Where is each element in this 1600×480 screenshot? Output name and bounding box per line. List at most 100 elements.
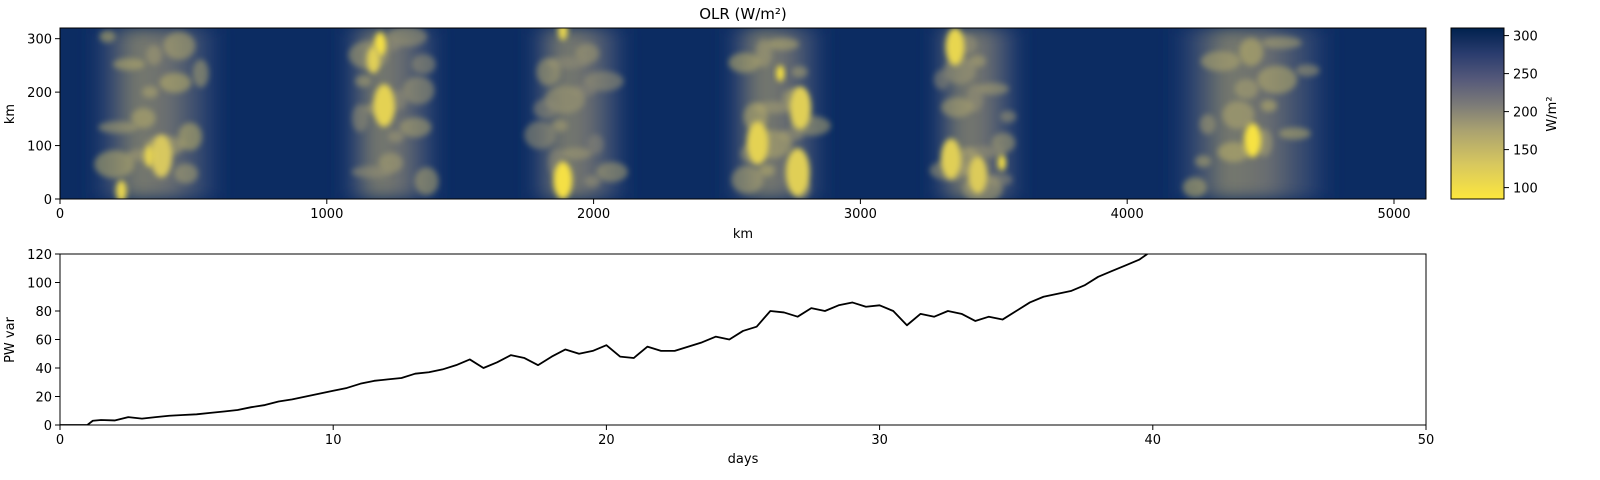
colorbar-tick-label: 150 bbox=[1513, 144, 1538, 159]
cloud-patch bbox=[99, 30, 116, 43]
heatmap-plot bbox=[60, 28, 1426, 199]
x-tick-label: 20 bbox=[598, 433, 615, 448]
x-tick-label: 10 bbox=[325, 433, 342, 448]
convective-core bbox=[150, 134, 173, 178]
heatmap-x-label: km bbox=[733, 227, 753, 242]
cloud-patch bbox=[587, 134, 604, 155]
colorbar bbox=[1450, 27, 1505, 200]
convective-core bbox=[144, 145, 155, 167]
convective-core bbox=[776, 65, 785, 82]
convective-core bbox=[553, 161, 573, 199]
cloud-patch bbox=[146, 45, 163, 66]
cloud-patch bbox=[1195, 155, 1212, 168]
cloud-patch bbox=[1278, 127, 1311, 140]
cloud-patch bbox=[533, 98, 558, 119]
cloud-patch bbox=[1261, 36, 1302, 49]
cloud-patch bbox=[536, 57, 561, 86]
y-tick-label: 0 bbox=[44, 419, 52, 434]
cloud-patch bbox=[1239, 37, 1264, 66]
convective-core bbox=[997, 154, 1006, 171]
cloud-patch bbox=[1182, 177, 1207, 198]
cloud-patch bbox=[977, 82, 1010, 95]
cloud-patch bbox=[355, 75, 372, 88]
y-tick-label: 100 bbox=[27, 140, 52, 155]
line-plot-area bbox=[59, 253, 1427, 426]
cloud-patch bbox=[352, 104, 369, 133]
convective-core bbox=[116, 180, 127, 199]
cloud-patch bbox=[1234, 78, 1259, 99]
cloud-patch bbox=[1260, 99, 1277, 112]
convective-core bbox=[789, 86, 812, 130]
x-tick-label: 50 bbox=[1418, 433, 1435, 448]
heatmap-y-label: km bbox=[3, 104, 18, 124]
x-tick-label: 3000 bbox=[844, 207, 877, 222]
cloud-patch bbox=[387, 28, 428, 47]
colorbar-tick-label: 200 bbox=[1513, 106, 1538, 121]
cloud-patch bbox=[728, 52, 761, 73]
cloud-patch bbox=[584, 175, 601, 188]
cloud-patch bbox=[731, 165, 764, 194]
y-tick-label: 40 bbox=[35, 362, 52, 377]
y-tick-label: 300 bbox=[27, 33, 52, 48]
cloud-patch bbox=[1217, 141, 1250, 162]
colorbar-label: W/m² bbox=[1545, 96, 1560, 131]
convective-cores bbox=[116, 28, 1262, 199]
cloud-patch bbox=[1257, 65, 1298, 94]
y-tick-label: 60 bbox=[35, 334, 52, 349]
convective-core bbox=[373, 84, 395, 127]
cloud-patch bbox=[524, 121, 557, 150]
heatmap-frame bbox=[59, 27, 1427, 200]
cloud-patch bbox=[758, 164, 775, 177]
pw-var-series-line bbox=[60, 254, 1148, 425]
cloud-patch bbox=[1000, 110, 1017, 123]
cloud-patch bbox=[1199, 114, 1216, 135]
line-x-label: days bbox=[728, 452, 759, 467]
x-tick-label: 40 bbox=[1145, 433, 1162, 448]
cloud-patch bbox=[192, 59, 209, 88]
cloud-patch bbox=[411, 54, 436, 75]
cloud-patch bbox=[1200, 51, 1241, 72]
x-tick-label: 4000 bbox=[1111, 207, 1144, 222]
cloud-patch bbox=[391, 89, 408, 110]
cloud-patch bbox=[560, 147, 593, 160]
line-y-ticks: 0 20 40 60 80 100 120 bbox=[27, 248, 60, 434]
cloud-patch bbox=[112, 58, 145, 71]
y-tick-label: 200 bbox=[27, 86, 52, 101]
colorbar-tick-label: 100 bbox=[1513, 182, 1538, 197]
cloud-patch bbox=[767, 38, 800, 51]
cloud-patch bbox=[351, 165, 392, 178]
convective-core bbox=[1244, 123, 1262, 158]
heatmap-x-ticks: 0 1000 2000 3000 4000 5000 bbox=[56, 199, 1411, 222]
cloud-patch bbox=[1222, 101, 1255, 130]
convective-core bbox=[945, 28, 965, 66]
cloud-patch bbox=[94, 150, 135, 179]
x-tick-label: 5000 bbox=[1377, 207, 1410, 222]
cloud-patch bbox=[583, 71, 624, 92]
x-tick-label: 0 bbox=[56, 433, 64, 448]
convective-core bbox=[747, 121, 769, 165]
cloud-patch bbox=[174, 163, 199, 184]
line-y-label: PW var bbox=[3, 316, 18, 362]
y-tick-label: 80 bbox=[35, 305, 52, 320]
cloud-patch bbox=[399, 117, 432, 138]
cloud-patch bbox=[159, 72, 192, 93]
colorbar-tick-label: 300 bbox=[1513, 30, 1538, 45]
y-tick-label: 120 bbox=[27, 248, 52, 263]
cloud-patch bbox=[98, 121, 139, 134]
cloud-patch bbox=[388, 130, 405, 143]
colorbar-tick-label: 250 bbox=[1513, 68, 1538, 83]
cloud-patch bbox=[414, 167, 439, 196]
y-tick-label: 0 bbox=[44, 193, 52, 208]
cloud-patch bbox=[163, 31, 196, 60]
x-tick-label: 1000 bbox=[310, 207, 343, 222]
cloud-patch bbox=[402, 76, 435, 105]
y-tick-label: 20 bbox=[35, 391, 52, 406]
cloud-patch bbox=[142, 85, 159, 98]
cloud-patch bbox=[933, 69, 950, 90]
convective-core bbox=[366, 46, 381, 74]
cloud-patch bbox=[791, 65, 808, 78]
colorbar-ticks: 100 150 200 250 300 bbox=[1504, 30, 1538, 197]
convective-core bbox=[785, 148, 810, 197]
cloud-patch bbox=[551, 119, 568, 132]
y-tick-label: 100 bbox=[27, 277, 52, 292]
